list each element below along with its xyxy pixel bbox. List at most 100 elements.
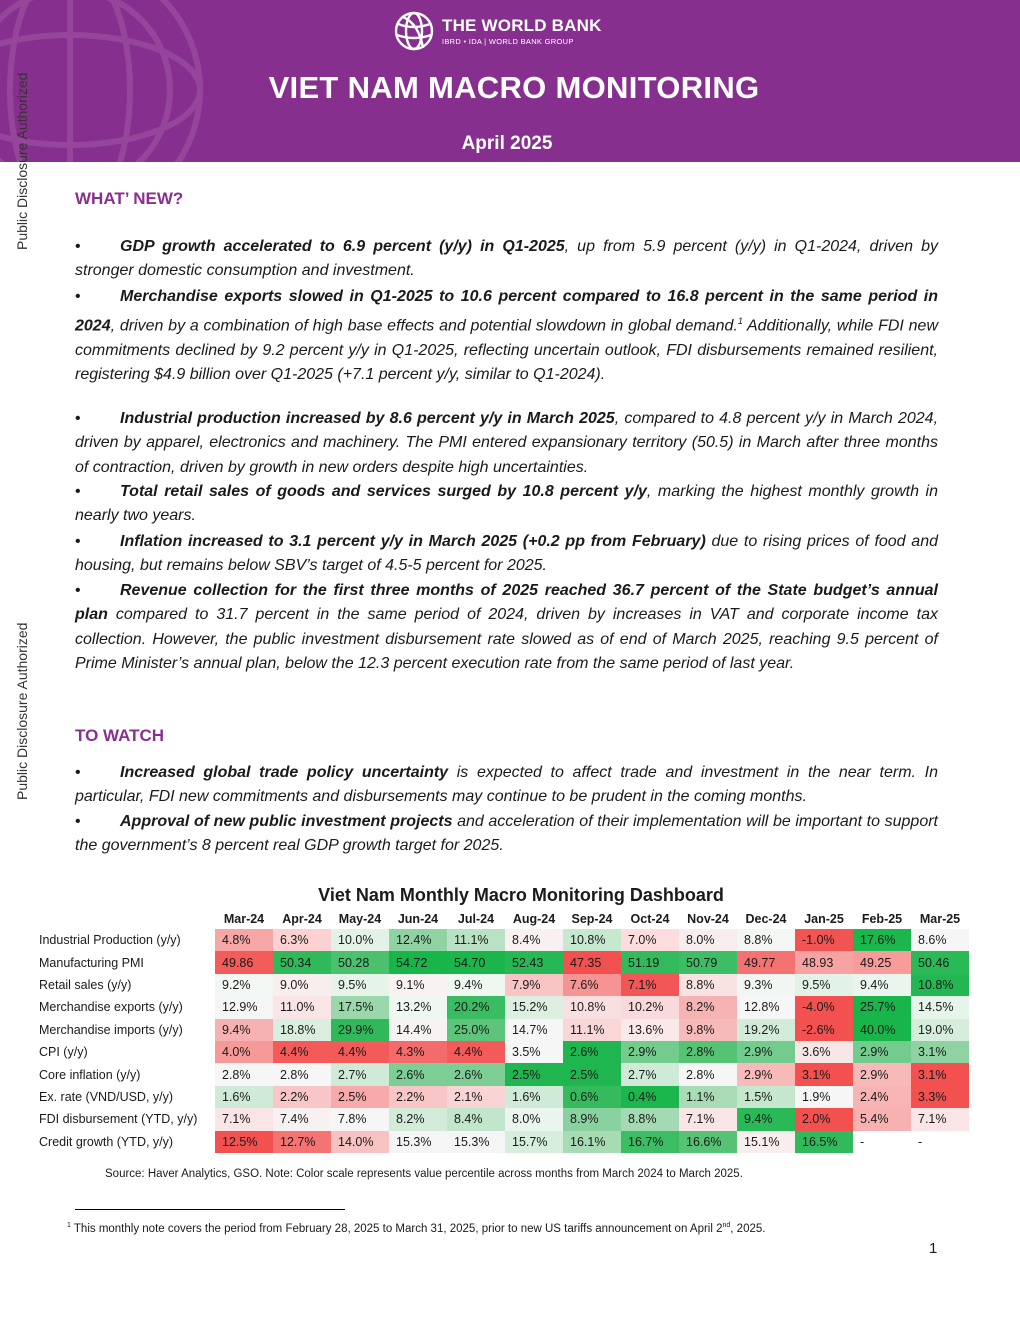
value-cell: 8.6% [911,929,969,952]
value-cell: 47.35 [563,951,621,974]
bullet-bold: Increased global trade policy uncertaint… [120,764,449,781]
value-cell: 2.9% [853,1063,911,1086]
org-name: THE WORLD BANK [442,16,602,35]
month-header: Mar-25 [919,911,961,926]
bullet-text: due to rising prices of food and housing… [75,533,938,575]
value-cell: 4.4% [331,1040,389,1064]
value-cell: 2.9% [737,1063,795,1086]
value-cell: 15.3% [389,1130,447,1153]
bullet-text: and acceleration of their implementation… [75,813,938,855]
footnote: 1 This monthly note covers the period fr… [67,1222,765,1235]
value-cell: - [853,1130,911,1153]
bullet-public-investment: • Approval of new public investment proje… [75,810,938,859]
value-cell: 4.0% [215,1040,273,1064]
bullet-gdp: • GDP growth accelerated to 6.9 percent (… [75,235,938,284]
month-header: Jan-25 [804,911,844,926]
whats-new-heading: WHAT’ NEW? [75,189,184,208]
value-cell: 4.8% [215,929,273,952]
value-cell: 2.6% [563,1040,621,1064]
value-cell: 16.5% [795,1130,853,1153]
bullet-bold: Merchandise exports slowed in Q1-2025 to… [75,288,938,335]
bullet-retail: • Total retail sales of goods and service… [75,480,938,529]
month-header: Feb-25 [861,911,903,926]
table-row: FDI disbursement (YTD, y/y) 7.1% 7.4% 7.8% 8… [36,1108,969,1131]
bullet-dot: • [75,288,81,305]
value-cell: 15.1% [737,1130,795,1153]
value-cell: 5.4% [853,1108,911,1131]
value-cell: 1.1% [679,1085,737,1109]
month-header: Nov-24 [687,911,729,926]
month-header: Jul-24 [457,911,495,926]
value-cell: 19.0% [911,1018,969,1041]
value-cell: 8.0% [679,929,737,952]
value-cell: 52.43 [505,951,563,974]
month-header: Dec-24 [745,911,787,926]
month-header: Jun-24 [397,911,439,926]
value-cell: 6.3% [273,929,331,952]
value-cell: 10.0% [331,929,389,952]
value-cell: 50.79 [679,951,737,974]
value-cell: 9.8% [679,1018,737,1041]
value-cell: 4.4% [273,1040,331,1064]
value-cell: 2.4% [853,1085,911,1109]
value-cell: 2.5% [563,1063,621,1086]
value-cell: 4.4% [447,1040,505,1064]
value-cell: 16.1% [563,1130,621,1153]
value-cell: 8.8% [737,929,795,952]
bullet-bold: Approval of new public investment projec… [120,813,453,830]
value-cell: 9.5% [795,973,853,997]
value-cell: 13.6% [621,1018,679,1041]
value-cell: 9.5% [331,973,389,997]
bullet-trade-uncertainty: • Increased global trade policy uncertain… [75,761,938,810]
value-cell: 7.6% [563,973,621,997]
value-cell: 9.3% [737,973,795,997]
value-cell: 16.6% [679,1130,737,1153]
value-cell: 7.8% [331,1108,389,1131]
row-label: CPI (y/y) [39,1045,88,1060]
value-cell: 49.86 [215,951,273,974]
footnote-ref[interactable]: 1 [737,316,743,327]
bullet-text: , compared to 4.8 percent y/y in March 2… [75,410,939,476]
table-row: Merchandise exports (y/y) 12.9% 11.0% 17.5%… [36,996,969,1019]
value-cell: 15.3% [447,1130,505,1153]
value-cell: 10.8% [911,973,969,997]
report-date: April 2025 [461,133,553,154]
value-cell: 2.5% [331,1085,389,1109]
header-label-spacer [36,908,215,929]
row-label: Core inflation (y/y) [39,1067,141,1082]
row-label: Ex. rate (VND/USD, y/y) [39,1089,174,1104]
row-label: Industrial Production (y/y) [39,933,181,948]
value-cell: 19.2% [737,1018,795,1041]
value-cell: 7.1% [215,1108,273,1131]
value-cell: 8.2% [389,1108,447,1131]
bullet-dot: • [75,410,81,427]
row-label: Merchandise imports (y/y) [39,1022,183,1037]
bullet-revenue: • Revenue collection for the first three … [75,579,938,676]
page-number: 1 [929,1240,938,1257]
value-cell: 18.8% [273,1018,331,1041]
bullet-bold: Total retail sales of goods and services… [120,483,647,500]
value-cell: 11.0% [273,996,331,1019]
bullet-text: compared to 31.7 percent in the same per… [75,606,938,672]
value-cell: 12.9% [215,996,273,1019]
value-cell: 40.0% [853,1018,911,1041]
value-cell: 3.6% [795,1040,853,1064]
bullet-dot: • [75,483,81,500]
org-subtitle: IBRD • IDA | WORLD BANK GROUP [442,37,574,46]
dashboard-title: Viet Nam Monthly Macro Monitoring Dashbo… [318,885,724,905]
value-cell: 8.2% [679,996,737,1019]
footnote-text-end: , 2025. [730,1222,766,1235]
value-cell: 2.9% [853,1040,911,1064]
value-cell: 2.6% [389,1063,447,1086]
value-cell: 8.8% [621,1108,679,1131]
to-watch-heading: TO WATCH [75,726,165,745]
footnote-marker: 1 [67,1222,71,1229]
dashboard-source: Source: Haver Analytics, GSO. Note: Colo… [105,1168,743,1180]
value-cell: 8.4% [505,929,563,952]
value-cell: 3.5% [505,1040,563,1064]
dashboard-table: Mar-24 Apr-24 May-24 Jun-24 Jul-24 Aug-24 Sep-… [36,908,969,1153]
value-cell: 13.2% [389,996,447,1019]
table-row: Credit growth (YTD, y/y) 12.5% 12.7% 14.0% 1… [36,1130,969,1153]
value-cell: 3.1% [911,1040,969,1064]
value-cell: 3.1% [911,1063,969,1086]
